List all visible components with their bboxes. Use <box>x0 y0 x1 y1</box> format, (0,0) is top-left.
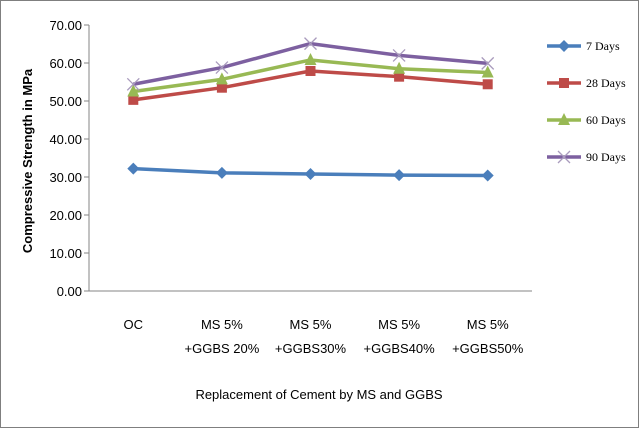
data-point <box>304 52 317 65</box>
x-tick-label: +GGBS50% <box>452 341 524 356</box>
y-tick-label: 30.00 <box>49 170 82 185</box>
data-point <box>127 84 140 97</box>
y-tick-label: 0.00 <box>57 284 82 299</box>
data-point <box>304 167 317 180</box>
legend-item: 28 Days <box>547 76 626 90</box>
legend-label: 60 Days <box>586 113 626 127</box>
y-axis-label: Compressive Strength in MPa <box>20 68 35 253</box>
legend-marker <box>559 78 569 88</box>
y-tick-label: 40.00 <box>49 132 82 147</box>
data-point <box>482 79 493 90</box>
legend-marker <box>557 150 571 164</box>
data-point <box>215 72 228 85</box>
x-tick-label: +GGBS40% <box>364 341 436 356</box>
legend-label: 28 Days <box>586 76 626 90</box>
y-tick-label: 10.00 <box>49 246 82 261</box>
data-point <box>481 65 494 78</box>
series-28-days <box>128 65 493 105</box>
y-tick-label: 20.00 <box>49 208 82 223</box>
legend-label: 90 Days <box>586 150 626 164</box>
x-tick-label: MS 5% <box>290 317 332 332</box>
data-point <box>304 37 317 51</box>
data-point <box>215 61 229 75</box>
legend-label: 7 Days <box>586 39 620 53</box>
x-tick-label: +GGBS 20% <box>185 341 260 356</box>
data-point <box>215 166 228 179</box>
x-axis-label: Replacement of Cement by MS and GGBS <box>195 387 442 402</box>
series-7-days <box>127 162 494 182</box>
data-point <box>305 65 316 76</box>
data-point <box>394 71 405 82</box>
data-point <box>216 82 227 93</box>
x-tick-label: OC <box>124 317 144 332</box>
y-tick-label: 60.00 <box>49 56 82 71</box>
data-point <box>126 77 140 91</box>
data-point <box>392 48 406 62</box>
data-point <box>128 94 139 105</box>
data-point <box>393 61 406 74</box>
data-point <box>127 162 140 175</box>
y-tick-label: 50.00 <box>49 94 82 109</box>
legend-item: 7 Days <box>547 39 620 53</box>
data-point <box>393 169 406 182</box>
x-tick-label: MS 5% <box>201 317 243 332</box>
legend-item: 60 Days <box>547 113 626 127</box>
x-tick-label: +GGBS30% <box>275 341 347 356</box>
data-point <box>481 56 495 70</box>
legend-marker <box>558 113 570 125</box>
legend-item: 90 Days <box>547 150 626 164</box>
series-90-days <box>126 37 495 91</box>
x-tick-label: MS 5% <box>378 317 420 332</box>
x-tick-label: MS 5% <box>467 317 509 332</box>
data-point <box>481 169 494 182</box>
legend-marker <box>558 40 570 52</box>
y-tick-label: 70.00 <box>49 18 82 33</box>
series-60-days <box>127 52 494 97</box>
